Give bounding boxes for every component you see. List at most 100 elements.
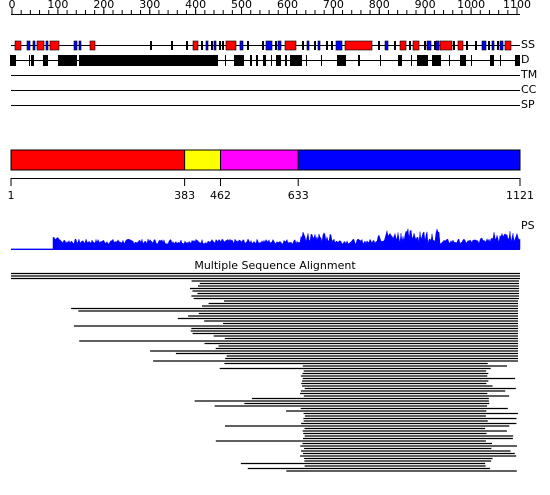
strand (384, 40, 389, 51)
disorder (460, 55, 466, 66)
disorder (490, 55, 494, 66)
helix (14, 40, 22, 51)
ruler-label: 1000 (457, 0, 485, 11)
domain (10, 149, 186, 171)
ruler-label: 100 (47, 0, 68, 11)
disorder (250, 55, 252, 66)
domain (297, 149, 521, 171)
track-label: TM (520, 68, 537, 81)
disorder (234, 55, 244, 66)
profile (11, 228, 521, 250)
ss-mark (424, 41, 426, 50)
strand (317, 40, 321, 51)
ss-mark (409, 41, 411, 50)
ss-mark (314, 41, 316, 50)
disorder (500, 55, 501, 66)
ss-mark (171, 41, 173, 50)
strand (239, 40, 244, 51)
strand (26, 40, 31, 51)
disorder (271, 55, 272, 66)
ss-mark (394, 41, 396, 50)
disorder (432, 55, 441, 66)
disorder (43, 55, 48, 66)
strand (45, 40, 49, 51)
disorder (515, 55, 520, 66)
track-label: SS (521, 38, 535, 51)
ruler-label: 0 (9, 0, 16, 11)
ss-mark (262, 41, 264, 50)
disorder (276, 55, 281, 66)
helix (36, 40, 45, 51)
disorder (29, 55, 30, 66)
disorder (58, 55, 77, 66)
disorder (225, 55, 226, 66)
strand (265, 40, 273, 51)
ruler-label: 700 (323, 0, 344, 11)
track-label: CC (521, 83, 537, 96)
domain-label: 462 (210, 189, 231, 202)
helix (412, 40, 420, 51)
disorder (290, 55, 302, 66)
ss-mark (302, 41, 304, 50)
ruler-label: 800 (369, 0, 390, 11)
helix (89, 40, 96, 51)
ruler-label: 300 (139, 0, 160, 11)
ruler-label: 900 (415, 0, 436, 11)
strand (205, 40, 209, 51)
strand (426, 40, 432, 51)
helix (457, 40, 464, 51)
strand (491, 40, 495, 51)
disorder (471, 55, 472, 66)
strand (73, 40, 78, 51)
disorder (104, 55, 105, 66)
domain-label: 633 (288, 189, 309, 202)
ss-mark (211, 41, 213, 50)
track-label: SP (521, 98, 535, 111)
disorder (31, 55, 34, 66)
disorder (79, 55, 218, 66)
ss-mark (453, 41, 455, 50)
ss-mark (434, 41, 436, 50)
ss-mark (466, 41, 468, 50)
ruler-label: 600 (277, 0, 298, 11)
ss-mark (378, 41, 380, 50)
ss-mark (222, 41, 224, 50)
ruler-label: 400 (185, 0, 206, 11)
ss-mark (475, 41, 477, 50)
disorder (285, 55, 287, 66)
domain (184, 149, 222, 171)
ss-mark (186, 41, 188, 50)
disorder (411, 55, 412, 66)
ss-mark (247, 41, 249, 50)
ss-mark (326, 41, 328, 50)
disorder (10, 55, 16, 66)
strand (32, 40, 36, 51)
ruler-label: 500 (231, 0, 252, 11)
strand (78, 40, 82, 51)
disorder (256, 55, 258, 66)
strand (335, 40, 343, 51)
ss-mark (201, 41, 203, 50)
disorder (306, 55, 307, 66)
ss-mark (497, 41, 499, 50)
disorder (380, 55, 381, 66)
disorder (449, 55, 450, 66)
strand (213, 40, 217, 51)
disorder (417, 55, 428, 66)
disorder (398, 55, 402, 66)
helix (192, 40, 199, 51)
alignment-title: Multiple Sequence Alignment (194, 259, 356, 272)
helix (284, 40, 297, 51)
ss-mark (150, 41, 152, 50)
ss-mark (219, 41, 221, 50)
strand (499, 40, 504, 51)
helix (399, 40, 407, 51)
helix (504, 40, 512, 51)
ss-mark (331, 41, 333, 50)
helix (439, 40, 453, 51)
disorder (337, 55, 346, 66)
domain-label: 1121 (506, 189, 534, 202)
ruler-label: 200 (93, 0, 114, 11)
track-label: D (521, 53, 529, 66)
